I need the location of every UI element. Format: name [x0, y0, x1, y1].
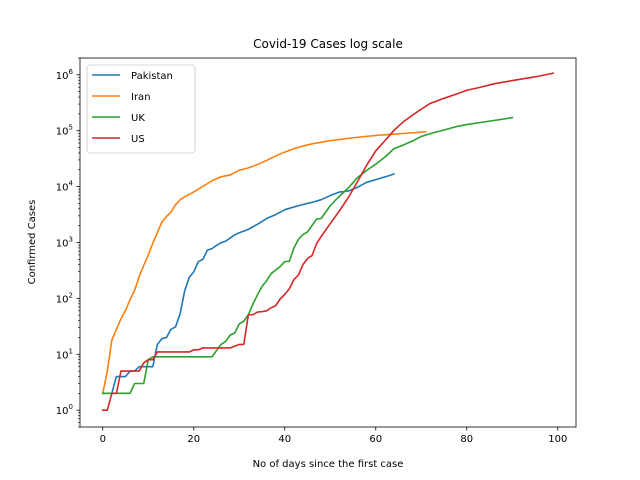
x-axis: 0 20 40 60 80 100 — [100, 427, 567, 445]
x-tick-label: 40 — [278, 434, 291, 445]
y-tick-exponent: 3 — [69, 236, 73, 244]
x-tick-label: 0 — [100, 434, 106, 445]
x-tick-label: 100 — [548, 434, 567, 445]
chart-title: Covid-19 Cases log scale — [253, 37, 403, 51]
legend-label-us: US — [131, 134, 145, 145]
y-tick-label: 104 — [56, 180, 74, 194]
legend-label-uk: UK — [131, 113, 145, 124]
y-tick-exponent: 6 — [69, 68, 74, 76]
y-tick-base: 10 — [56, 350, 69, 361]
series-line-us — [101, 72, 555, 411]
legend-label-pakistan: Pakistan — [131, 71, 173, 82]
y-tick-exponent: 5 — [69, 124, 73, 132]
y-tick-exponent: 0 — [69, 403, 73, 411]
y-tick-base: 10 — [56, 71, 69, 82]
y-tick-label: 106 — [56, 68, 74, 82]
legend-box — [86, 64, 196, 154]
y-tick-base: 10 — [56, 294, 69, 305]
y-tick-label: 100 — [56, 403, 73, 417]
y-tick-base: 10 — [56, 406, 69, 417]
series-line-iran — [101, 130, 427, 395]
y-tick-exponent: 2 — [69, 291, 73, 299]
x-axis-label: No of days since the first case — [253, 459, 404, 470]
y-tick-base: 10 — [56, 127, 69, 138]
x-tick-label: 60 — [369, 434, 382, 445]
y-tick-base: 10 — [56, 183, 69, 194]
legend: Pakistan Iran UK US — [86, 64, 196, 154]
plot-area — [79, 57, 577, 428]
x-tick-label: 80 — [460, 434, 473, 445]
y-tick-label: 101 — [56, 347, 73, 361]
y-tick-label: 103 — [56, 236, 73, 250]
y-axis-label: Confirmed Cases — [27, 200, 38, 285]
y-tick-label: 102 — [56, 291, 73, 305]
series-layer — [101, 72, 555, 411]
x-tick-label: 20 — [187, 434, 200, 445]
y-tick-exponent: 4 — [69, 180, 74, 188]
y-tick-label: 105 — [56, 124, 73, 138]
y-tick-base: 10 — [56, 239, 69, 250]
legend-label-iran: Iran — [131, 92, 151, 103]
y-tick-exponent: 1 — [69, 347, 73, 355]
